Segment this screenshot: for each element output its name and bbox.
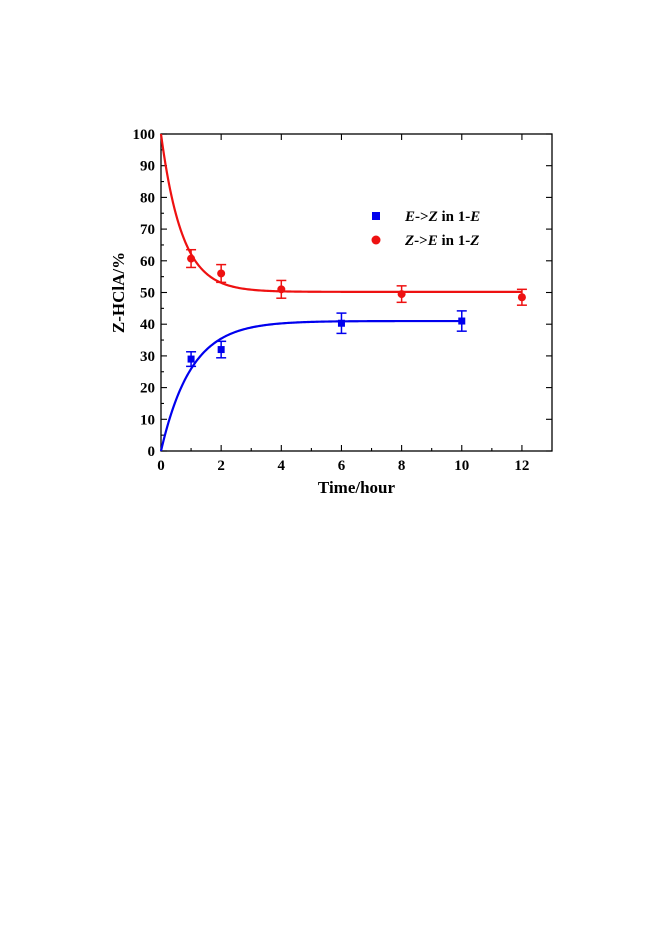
y-tick-label: 70	[140, 222, 155, 238]
legend-label-0: E->Z in 1-E	[404, 209, 480, 225]
x-tick-label: 8	[398, 458, 406, 474]
series-0-point	[337, 319, 345, 327]
series-0-point	[458, 317, 466, 325]
x-tick-label: 0	[157, 458, 165, 474]
x-axis-title: Time/hour	[318, 478, 396, 497]
y-tick-label: 0	[148, 444, 156, 460]
y-tick-label: 50	[140, 286, 155, 302]
series-1-point	[277, 285, 286, 294]
series-0-fit-line	[159, 319, 462, 452]
series-1-point	[187, 254, 196, 263]
x-tick-label: 6	[338, 458, 346, 474]
y-tick-label: 10	[140, 412, 155, 428]
legend-marker-1	[371, 235, 381, 245]
y-tick-label: 60	[140, 254, 155, 270]
legend-marker-0	[372, 212, 380, 220]
y-tick-label: 100	[133, 127, 156, 143]
series-1-point	[397, 290, 406, 299]
series-0-point	[217, 346, 225, 354]
x-tick-label: 12	[514, 458, 529, 474]
series-0-point	[187, 355, 195, 363]
x-tick-label: 2	[217, 458, 225, 474]
legend-label-1: Z->E in 1-Z	[404, 233, 479, 249]
y-tick-label: 30	[140, 349, 155, 365]
y-tick-label: 90	[140, 159, 155, 175]
y-tick-label: 80	[140, 190, 155, 206]
series-1-point	[517, 293, 526, 302]
y-axis-title: Z-HClA/%	[109, 252, 128, 333]
x-tick-label: 10	[454, 458, 469, 474]
y-tick-label: 20	[140, 381, 155, 397]
series-1-point	[217, 269, 226, 278]
y-tick-label: 40	[140, 317, 155, 333]
x-tick-label: 4	[278, 458, 286, 474]
